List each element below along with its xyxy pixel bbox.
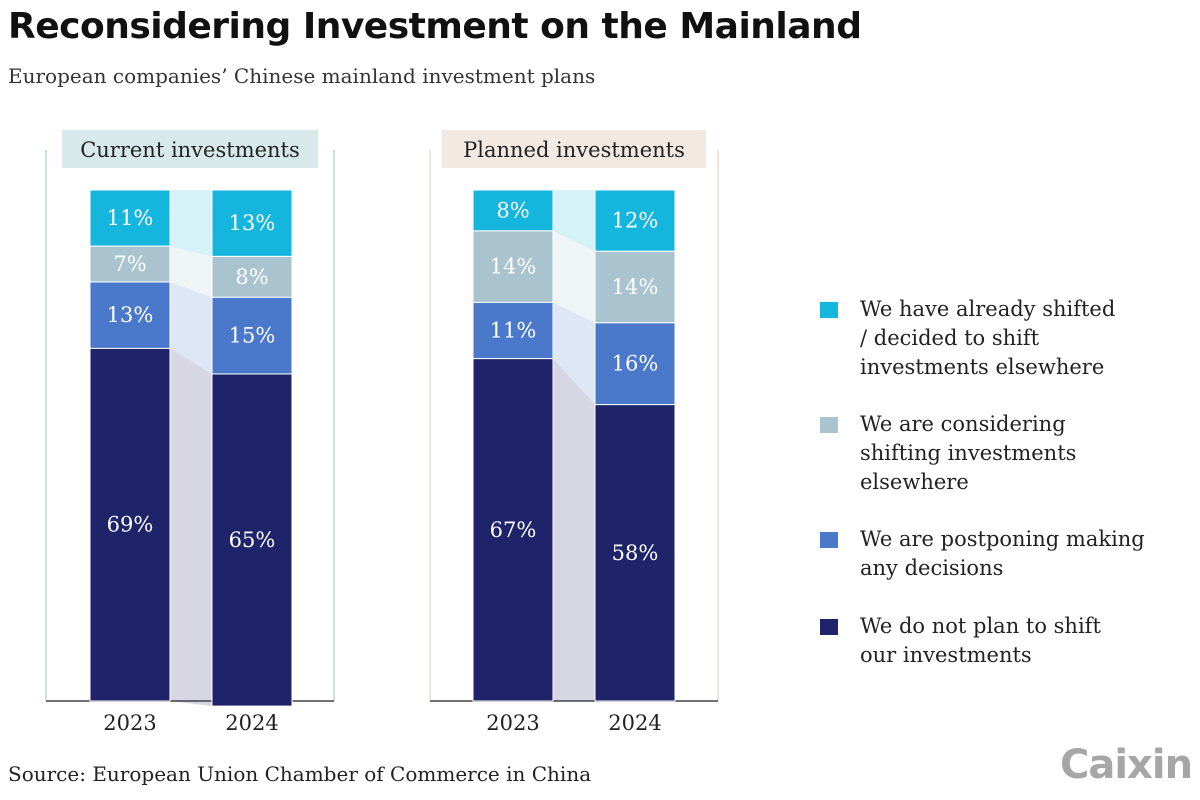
data-label-not_plan-2023: 67% [490, 518, 537, 542]
data-label-not_plan-2023: 69% [107, 513, 154, 537]
connector-considering [553, 230, 595, 323]
data-label-postponing-2023: 11% [490, 319, 537, 343]
panel-current: Current investments 11% 7% 13% 69% 2023 13% 8% 1… [45, 130, 335, 735]
data-label-postponing-2024: 15% [229, 324, 276, 348]
bar-segment-postponing-2023 [89, 281, 171, 349]
panel-header-box [442, 130, 706, 168]
bar-segment-already_shifted-2023 [89, 189, 171, 247]
bar-segment-considering-2024 [211, 255, 293, 298]
data-label-already_shifted-2023: 8% [496, 198, 529, 222]
data-label-not_plan-2024: 65% [229, 528, 276, 552]
bar-segment-not_plan-2023 [89, 347, 171, 702]
caixin-logo: Caixin [1060, 742, 1193, 788]
data-label-already_shifted-2024: 12% [612, 209, 659, 233]
data-label-already_shifted-2023: 11% [107, 206, 154, 230]
legend-swatch-postponing [820, 532, 838, 548]
connector-already_shifted [553, 190, 595, 252]
legend: We have already shifted / decided to shif… [820, 297, 1145, 667]
panel-title: Current investments [80, 138, 300, 162]
data-label-not_plan-2024: 58% [612, 541, 659, 565]
x-tick-label-2024: 2024 [225, 711, 278, 735]
legend-label-considering: We are considering shifting investments el… [860, 412, 1076, 494]
bar-segment-considering-2023 [472, 230, 554, 303]
connector-already_shifted [170, 190, 212, 257]
chart-subtitle: European companies’ Chinese mainland inv… [8, 64, 596, 88]
data-label-considering-2024: 8% [235, 265, 268, 289]
bar-segment-postponing-2023 [472, 301, 554, 360]
bar-segment-considering-2023 [89, 245, 171, 283]
data-label-considering-2023: 7% [113, 252, 146, 276]
panel-planned: Planned investments 8% 14% 11% 67% 2023 12% 14%… [429, 130, 719, 735]
data-label-considering-2023: 14% [490, 255, 537, 279]
data-label-already_shifted-2024: 13% [229, 211, 276, 235]
connector-considering [170, 246, 212, 298]
x-tick-label-2023: 2023 [103, 711, 156, 735]
legend-label-already_shifted: We have already shifted / decided to shif… [860, 297, 1115, 379]
bar-segment-already_shifted-2024 [211, 189, 293, 257]
legend-swatch-considering [820, 417, 838, 433]
connector-not_plan [553, 358, 595, 701]
bar-segment-postponing-2024 [594, 322, 676, 406]
data-label-considering-2024: 14% [612, 275, 659, 299]
bar-segment-postponing-2024 [211, 296, 293, 375]
legend-swatch-already_shifted [820, 302, 838, 318]
bar-segment-not_plan-2024 [594, 404, 676, 702]
bar-segment-not_plan-2023 [472, 358, 554, 702]
x-tick-label-2024: 2024 [608, 711, 661, 735]
data-label-postponing-2024: 16% [612, 352, 659, 376]
panel-header-box [62, 130, 318, 168]
bar-segment-already_shifted-2024 [594, 189, 676, 252]
data-label-postponing-2023: 13% [107, 303, 154, 327]
legend-swatch-not_plan [820, 619, 838, 635]
panel-title: Planned investments [463, 138, 685, 162]
bar-segment-not_plan-2024 [211, 373, 293, 707]
connector-not_plan [170, 348, 212, 707]
bar-segment-considering-2024 [594, 250, 676, 324]
legend-label-postponing: We are postponing making any decisions [860, 527, 1145, 580]
x-tick-label-2023: 2023 [486, 711, 539, 735]
source-note: Source: European Union Chamber of Commer… [8, 762, 592, 786]
connector-postponing [553, 302, 595, 405]
legend-label-not_plan: We do not plan to shift our investments [860, 614, 1101, 667]
connector-postponing [170, 281, 212, 374]
chart-title: Reconsidering Investment on the Mainland [8, 6, 862, 47]
